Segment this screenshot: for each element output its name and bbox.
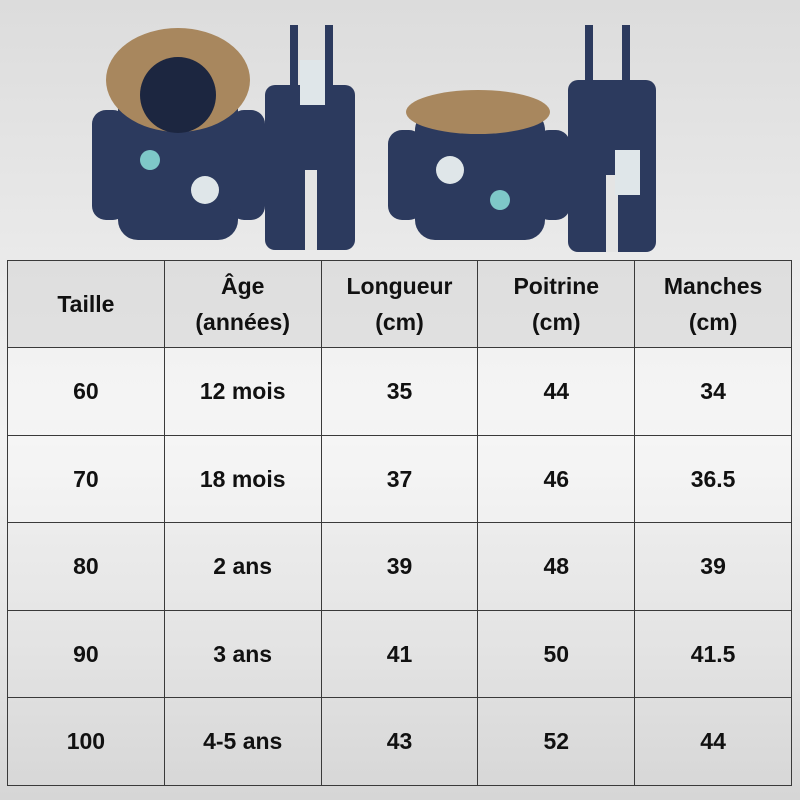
cell-age: 3 ans — [163, 609, 322, 698]
cell-poitrine: 52 — [477, 697, 636, 786]
table-row: 90 3 ans 41 50 41.5 — [7, 609, 792, 698]
cell-manches: 34 — [634, 347, 792, 436]
header-line: Manches — [663, 273, 763, 299]
product-photo — [92, 25, 656, 252]
cell-age: 12 mois — [163, 347, 322, 436]
cell-taille: 90 — [7, 609, 165, 698]
jacket-back-image — [388, 90, 570, 240]
size-chart-table: Taille Âge (années) Longueur (cm) Poitrine… — [7, 260, 792, 786]
cell-taille: 60 — [7, 347, 165, 436]
header-longueur: Longueur (cm) — [320, 260, 479, 348]
jacket-front-image — [92, 28, 265, 240]
cell-age: 2 ans — [163, 522, 322, 611]
header-unit: (cm) — [688, 309, 738, 335]
header-line: Taille — [57, 291, 115, 317]
header-poitrine: Poitrine (cm) — [477, 260, 636, 348]
cell-longueur: 35 — [320, 347, 479, 436]
cell-poitrine: 46 — [477, 434, 636, 523]
cell-manches: 41.5 — [634, 609, 792, 698]
cell-age: 4-5 ans — [163, 697, 322, 786]
header-age: Âge (années) — [163, 260, 322, 348]
cell-longueur: 37 — [320, 434, 479, 523]
overalls-back-image — [568, 25, 656, 252]
cell-taille: 70 — [7, 434, 165, 523]
header-manches: Manches (cm) — [634, 260, 792, 348]
cell-poitrine: 48 — [477, 522, 636, 611]
header-unit: (années) — [195, 309, 290, 335]
header-unit: (cm) — [532, 309, 581, 335]
cell-longueur: 41 — [320, 609, 479, 698]
cell-taille: 80 — [7, 522, 165, 611]
table-row: 60 12 mois 35 44 34 — [7, 347, 792, 436]
header-unit: (cm) — [375, 309, 424, 335]
cell-manches: 36.5 — [634, 434, 792, 523]
cell-age: 18 mois — [163, 434, 322, 523]
table-row: 80 2 ans 39 48 39 — [7, 522, 792, 611]
overalls-front-image — [265, 25, 355, 250]
header-line: Longueur — [346, 273, 453, 299]
header-line: Poitrine — [513, 273, 600, 299]
header-taille: Taille — [7, 260, 165, 348]
table-row: 70 18 mois 37 46 36.5 — [7, 434, 792, 523]
cell-longueur: 43 — [320, 697, 479, 786]
table-header-row: Taille Âge (années) Longueur (cm) Poitrine… — [7, 260, 792, 348]
cell-poitrine: 44 — [477, 347, 636, 436]
table-row: 100 4-5 ans 43 52 44 — [7, 697, 792, 786]
cell-manches: 44 — [634, 697, 792, 786]
cell-longueur: 39 — [320, 522, 479, 611]
cell-manches: 39 — [634, 522, 792, 611]
cell-taille: 100 — [7, 697, 165, 786]
header-line: Âge — [220, 273, 265, 299]
cell-poitrine: 50 — [477, 609, 636, 698]
